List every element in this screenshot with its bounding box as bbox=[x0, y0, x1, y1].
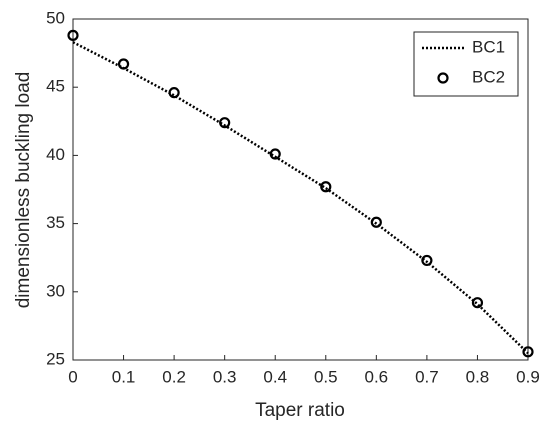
y-tick-label: 30 bbox=[46, 281, 65, 300]
x-tick-label: 0.5 bbox=[314, 367, 338, 386]
marker bbox=[219, 117, 231, 129]
y-tick-label: 40 bbox=[46, 145, 65, 164]
y-tick-label: 50 bbox=[46, 8, 65, 27]
x-tick-label: 0 bbox=[68, 367, 77, 386]
y-axis-label: dimensionless buckling load bbox=[13, 72, 34, 309]
legend-marker bbox=[437, 72, 449, 84]
x-tick-label: 0.2 bbox=[162, 367, 186, 386]
marker bbox=[471, 297, 484, 309]
x-tick-label: 0.8 bbox=[466, 367, 490, 386]
marker bbox=[370, 216, 382, 228]
line bbox=[72, 41, 529, 355]
marker bbox=[320, 181, 332, 193]
x-tick-label: 0.9 bbox=[516, 367, 540, 386]
marker bbox=[168, 87, 180, 99]
marker bbox=[117, 58, 130, 70]
legend-box bbox=[413, 31, 519, 97]
x-tick-label: 0.4 bbox=[263, 367, 287, 386]
marker bbox=[269, 148, 281, 160]
x-tick-label: 0.6 bbox=[365, 367, 389, 386]
x-axis-label: Taper ratio bbox=[255, 400, 345, 421]
x-tick-label: 0.3 bbox=[213, 367, 237, 386]
legend-label: BC2 bbox=[472, 67, 505, 86]
x-tick-label: 0.7 bbox=[415, 367, 439, 386]
y-tick-label: 35 bbox=[46, 213, 65, 232]
marker bbox=[421, 254, 433, 267]
y-tick-label: 45 bbox=[46, 77, 65, 96]
y-tick-label: 25 bbox=[46, 349, 65, 368]
marker bbox=[67, 29, 79, 41]
marker bbox=[522, 346, 534, 358]
x-tick-label: 0.1 bbox=[112, 367, 136, 386]
legend-label: BC1 bbox=[472, 37, 505, 56]
